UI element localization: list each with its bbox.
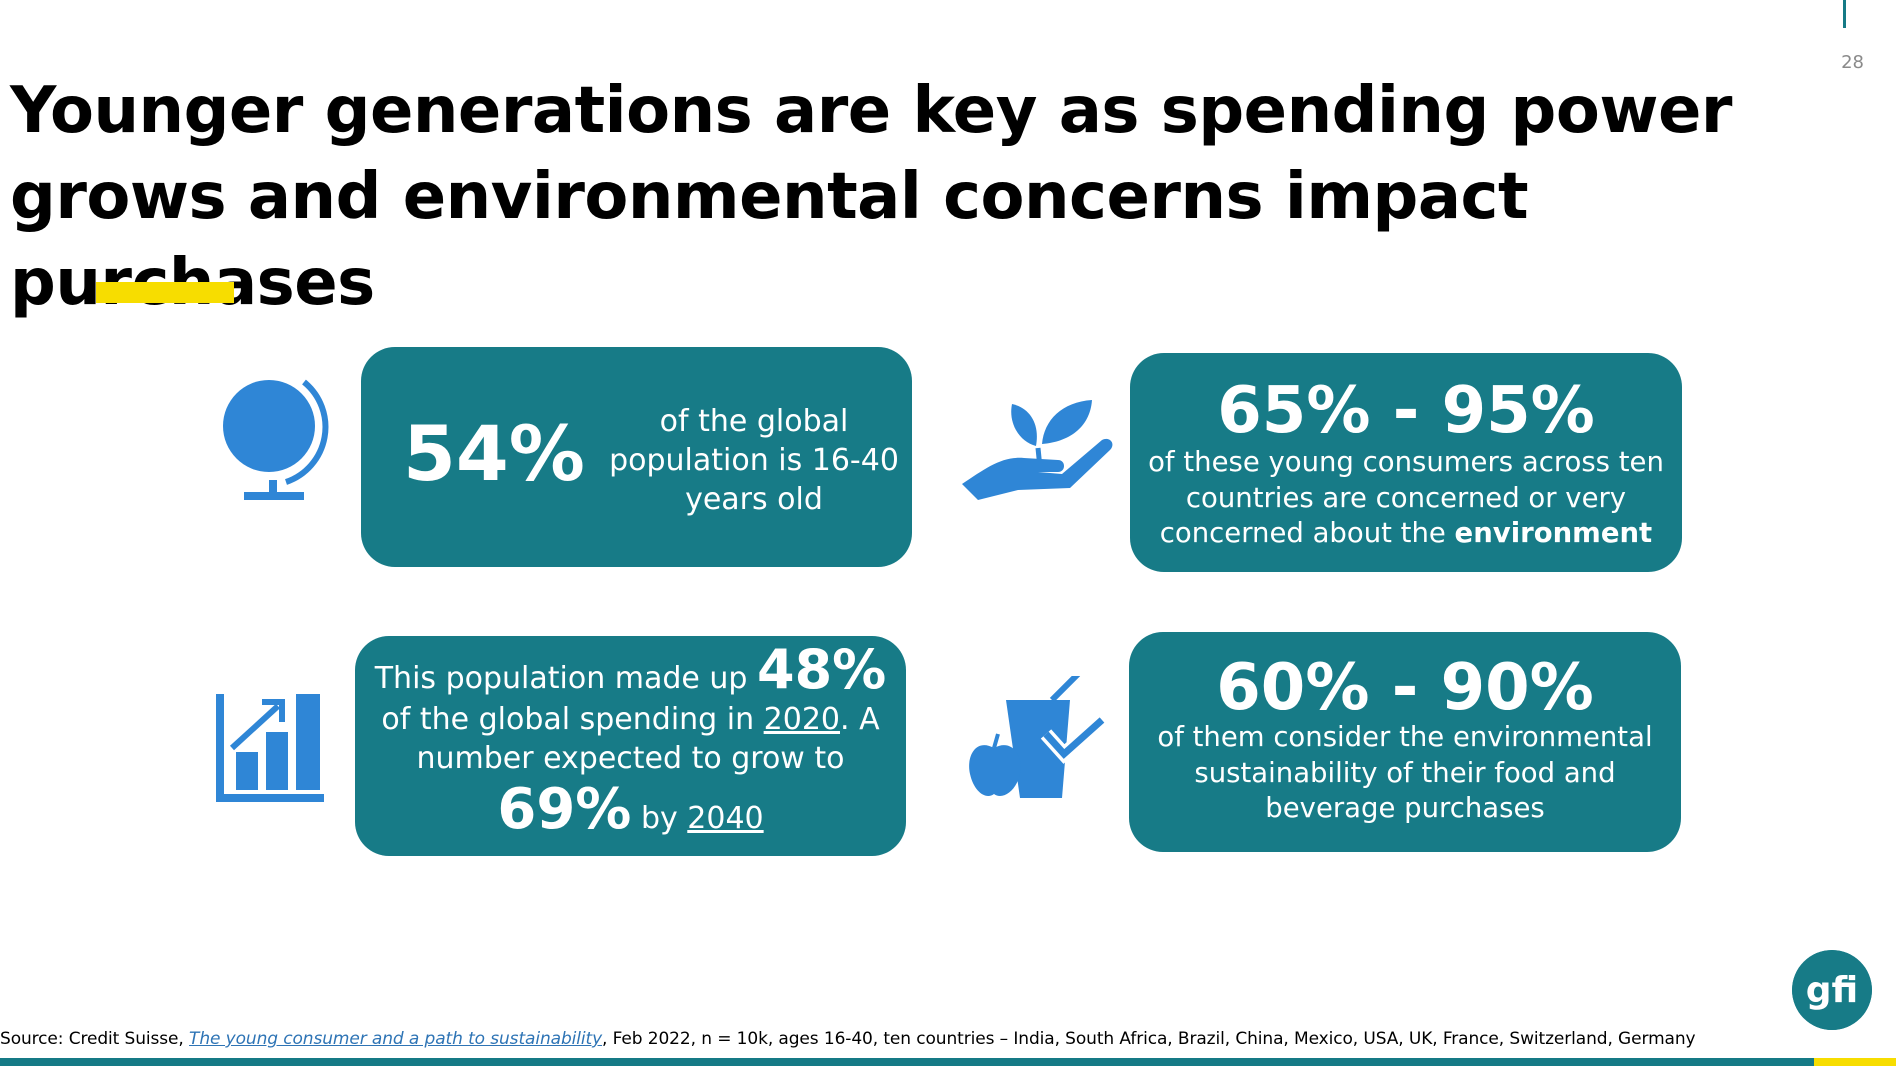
environment-description: of these young consumers across ten coun… xyxy=(1144,445,1668,552)
title-accent-bar xyxy=(96,282,234,303)
environment-description-text: of these young consumers across ten coun… xyxy=(1148,446,1664,549)
spending-text-c: . A xyxy=(840,702,880,737)
food-beverage-check-icon xyxy=(968,676,1107,798)
spending-card: This population made up 48% of the globa… xyxy=(355,636,906,856)
environment-range: 65% - 95% xyxy=(1217,374,1595,448)
spending-year-2040: 2040 xyxy=(687,801,764,836)
spending-text-b: of the global spending in xyxy=(381,702,764,737)
top-rule xyxy=(1843,0,1846,28)
plant-in-hand-icon xyxy=(962,400,1113,500)
spending-text-e: by xyxy=(631,801,688,836)
growth-chart-icon xyxy=(216,694,324,802)
sustainability-range: 60% - 90% xyxy=(1216,651,1594,725)
spending-2040-percentage: 69% xyxy=(497,777,632,842)
spending-text-a: This population made up xyxy=(374,661,757,696)
source-suffix: , Feb 2022, n = 10k, ages 16-40, ten cou… xyxy=(602,1029,1696,1049)
source-prefix: Source: Credit Suisse, xyxy=(0,1029,190,1049)
population-percentage: 54% xyxy=(403,409,585,498)
page-title: Younger generations are key as spending … xyxy=(10,74,1732,320)
spending-line-1: This population made up 48% xyxy=(355,640,906,709)
gfi-logo: gfi xyxy=(1792,950,1872,1030)
spending-2020-percentage: 48% xyxy=(757,638,887,701)
logo-text: gfi xyxy=(1806,970,1858,1011)
spending-line-3: 69% by 2040 xyxy=(355,778,906,851)
environment-card: 65% - 95% of these young consumers acros… xyxy=(1130,353,1682,572)
sustainability-card: 60% - 90% of them consider the environme… xyxy=(1129,632,1681,852)
spending-line-2: of the global spending in 2020. A number … xyxy=(355,700,906,778)
source-citation: Source: Credit Suisse, The young consume… xyxy=(0,1028,1890,1050)
population-card: 54% of the global population is 16-40 ye… xyxy=(361,347,912,567)
spending-year-2020: 2020 xyxy=(763,702,840,737)
population-description: of the global population is 16-40 years … xyxy=(609,404,899,517)
bottom-accent xyxy=(1814,1058,1896,1066)
sustainability-description: of them consider the environmental susta… xyxy=(1157,721,1653,824)
globe-icon xyxy=(223,379,329,500)
page-number: 28 xyxy=(1841,52,1864,73)
bottom-bar xyxy=(0,1058,1896,1066)
spending-text-d: number expected to grow to xyxy=(416,741,845,776)
environment-keyword: environment xyxy=(1454,517,1653,549)
source-link[interactable]: The young consumer and a path to sustain… xyxy=(189,1029,603,1049)
